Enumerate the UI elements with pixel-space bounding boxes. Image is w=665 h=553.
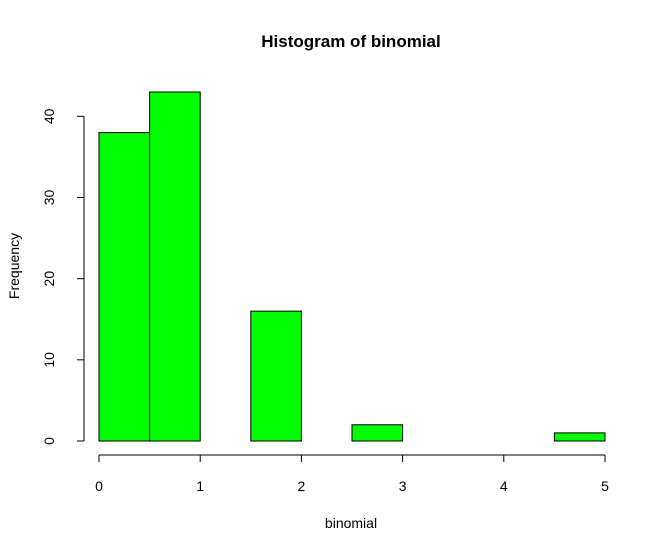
- y-tick-label-0: 0: [41, 437, 57, 445]
- chart-title: Histogram of binomial: [261, 32, 440, 51]
- x-tick-label-3: 3: [399, 478, 407, 494]
- y-tick-label-1: 10: [41, 352, 57, 368]
- x-tick-label-4: 4: [500, 478, 508, 494]
- histogram-bar-3: [250, 310, 302, 442]
- y-tick-label-3: 30: [41, 190, 57, 206]
- y-tick-label-2: 20: [41, 271, 57, 287]
- bars-group: [98, 91, 606, 442]
- y-axis: 0 10 20 30 40: [41, 108, 85, 445]
- y-axis-label: Frequency: [6, 233, 22, 299]
- histogram-bar-0: [98, 132, 151, 442]
- histogram-bar-1: [149, 91, 201, 442]
- x-axis-label: binomial: [325, 515, 377, 531]
- x-tick-label-2: 2: [298, 478, 306, 494]
- x-tick-label-0: 0: [95, 478, 103, 494]
- x-tick-label-5: 5: [601, 478, 609, 494]
- histogram-bar-5: [351, 424, 404, 442]
- y-tick-label-4: 40: [41, 108, 57, 124]
- x-axis: 0 1 2 3 4 5: [95, 454, 609, 494]
- histogram-bar-9: [553, 432, 606, 442]
- x-tick-label-1: 1: [196, 478, 204, 494]
